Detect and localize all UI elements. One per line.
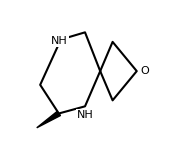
Text: NH: NH	[77, 111, 94, 120]
Text: O: O	[140, 66, 149, 76]
Polygon shape	[37, 111, 61, 128]
Text: NH: NH	[51, 36, 68, 46]
